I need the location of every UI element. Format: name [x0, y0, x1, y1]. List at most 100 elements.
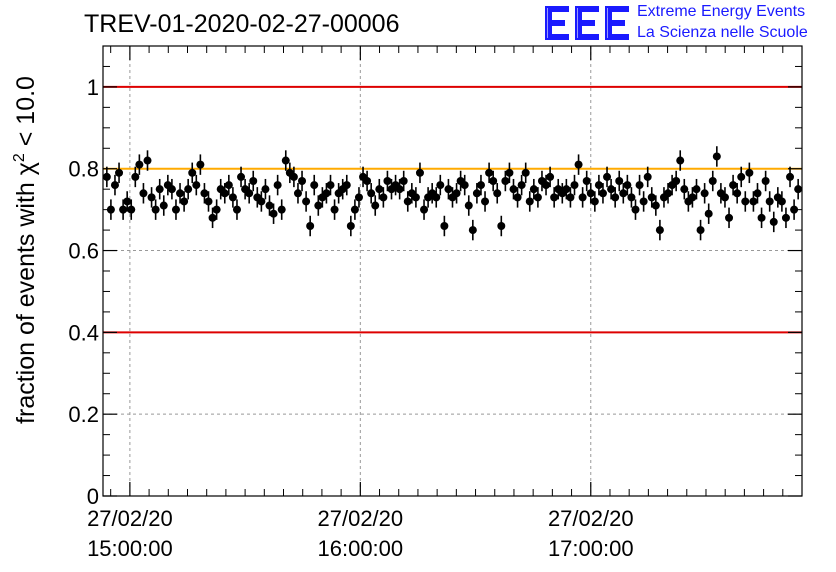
data-point — [476, 181, 485, 190]
data-point — [533, 193, 542, 202]
data-point — [302, 197, 311, 206]
logo-line-2: La Scienza nelle Scuole — [637, 24, 808, 41]
data-point — [281, 156, 290, 165]
data-point — [444, 185, 453, 194]
data-point — [704, 209, 713, 218]
data-point — [383, 177, 392, 185]
x-tick-label-date: 27/02/20 — [318, 506, 404, 531]
data-point — [582, 177, 591, 185]
data-point — [314, 201, 323, 210]
data-point — [123, 197, 132, 206]
data-point — [171, 205, 180, 214]
data-point — [155, 185, 164, 194]
data-point — [147, 193, 156, 202]
eee-logo-letters — [545, 6, 629, 40]
data-point — [708, 177, 717, 185]
data-point — [692, 185, 701, 194]
y-tick-label: 0.6 — [68, 239, 99, 264]
data-point — [485, 168, 494, 177]
x-tick-labels: 27/02/20 15:00:00 27/02/20 16:00:00 27/02/20… — [87, 506, 634, 561]
data-point — [688, 193, 697, 202]
data-point — [700, 189, 709, 198]
data-point — [521, 168, 530, 177]
data-point — [639, 197, 648, 206]
data-point — [432, 193, 441, 202]
data-point — [643, 172, 652, 181]
data-point — [127, 205, 136, 214]
logo-letter-e3 — [605, 6, 629, 40]
data-point — [330, 205, 339, 214]
y-tick-labels: 0 0.2 0.4 0.6 0.8 1 — [68, 75, 99, 509]
y-axis-label-prefix: fraction of events with — [12, 175, 40, 424]
data-point — [188, 168, 197, 177]
data-point — [420, 205, 429, 214]
data-point — [655, 226, 664, 235]
data-point — [611, 193, 620, 202]
y-axis-label: fraction of events with χ2 < 10.0 — [11, 76, 40, 424]
x-tick-label-time: 15:00:00 — [87, 536, 173, 561]
x-tick-label-time: 17:00:00 — [548, 536, 634, 561]
data-point — [517, 181, 526, 190]
data-point — [672, 177, 681, 185]
data-point — [598, 189, 607, 198]
data-point — [379, 193, 388, 202]
data-point — [586, 189, 595, 198]
data-point — [436, 181, 445, 190]
data-point — [395, 185, 404, 194]
data-point — [542, 181, 551, 190]
data-point — [375, 185, 384, 194]
data-point — [460, 181, 469, 190]
data-point — [269, 209, 278, 218]
data-point — [566, 193, 575, 202]
data-point — [371, 201, 380, 210]
y-tick-label: 0.2 — [68, 402, 99, 427]
data-point — [293, 189, 302, 198]
data-point — [501, 177, 510, 185]
data-point — [232, 205, 241, 214]
data-point — [741, 197, 750, 206]
data-point — [346, 222, 355, 230]
data-point — [696, 226, 705, 235]
data-point — [607, 185, 616, 194]
data-point — [180, 197, 189, 206]
data-point — [481, 197, 490, 206]
data-point — [546, 172, 555, 181]
data-point — [733, 189, 742, 198]
plot-frame — [102, 45, 803, 497]
logo-letter-e1 — [545, 6, 569, 40]
data-point — [176, 189, 185, 198]
y-axis-label-exponent: 2 — [11, 153, 28, 162]
data-point — [562, 185, 571, 194]
data-point — [505, 168, 514, 177]
x-tick-label-time: 16:00:00 — [318, 536, 404, 561]
data-point — [204, 197, 213, 206]
data-point — [200, 189, 209, 198]
data-point — [781, 213, 790, 222]
data-point — [245, 189, 254, 198]
data-point — [237, 172, 246, 181]
data-point — [737, 172, 746, 181]
data-point — [228, 193, 237, 202]
data-point — [468, 226, 477, 235]
data-point — [493, 189, 502, 198]
x-tick-label-date: 27/02/20 — [548, 506, 634, 531]
data-point — [623, 181, 632, 190]
data-point — [143, 156, 152, 165]
y-tick-label: 1 — [87, 75, 99, 100]
x-tick-label-date: 27/02/20 — [87, 506, 173, 531]
data-point — [761, 177, 770, 185]
data-point — [265, 201, 274, 210]
data-point — [342, 181, 351, 190]
data-point — [472, 189, 481, 198]
data-point — [574, 160, 583, 169]
data-point — [452, 189, 461, 198]
data-point — [594, 181, 603, 190]
data-point — [139, 189, 148, 198]
data-point — [167, 185, 176, 194]
data-point — [676, 156, 685, 165]
data-point — [115, 168, 124, 177]
reference-lines — [103, 85, 802, 334]
data-point — [513, 193, 522, 202]
data-point — [635, 181, 644, 190]
